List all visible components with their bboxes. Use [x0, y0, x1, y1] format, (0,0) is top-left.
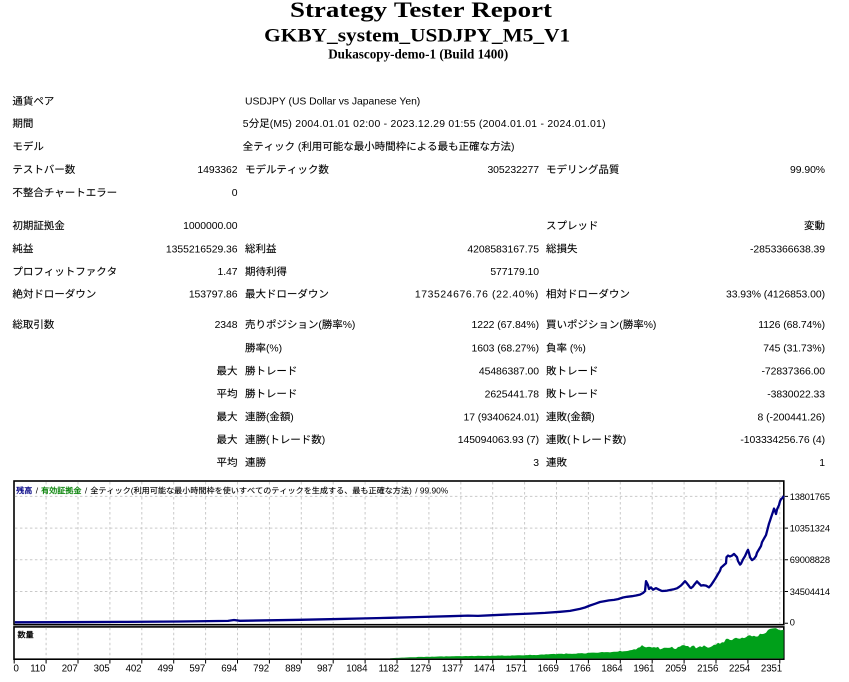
svg-text:110: 110 — [30, 664, 46, 675]
svg-text:33.93% (4126853.00): 33.93% (4126853.00) — [726, 290, 825, 301]
svg-text:(: ( — [619, 320, 623, 331]
svg-text:1864: 1864 — [601, 664, 623, 675]
svg-text:13801765: 13801765 — [790, 492, 830, 502]
svg-text:2351: 2351 — [761, 664, 782, 675]
svg-text:GKBY_system_USDJPY_M5_V1: GKBY_system_USDJPY_M5_V1 — [264, 25, 570, 46]
svg-text:1474: 1474 — [474, 664, 496, 675]
svg-text:792: 792 — [253, 664, 269, 675]
svg-text:(: ( — [318, 320, 322, 331]
svg-text:1182: 1182 — [378, 664, 398, 675]
svg-text:-72837366.00: -72837366.00 — [761, 367, 825, 378]
svg-text:1493362: 1493362 — [197, 165, 237, 176]
svg-text:173524676.76 (22.40%): 173524676.76 (22.40%) — [415, 290, 539, 301]
svg-text:499: 499 — [157, 664, 173, 675]
svg-text:(: ( — [131, 485, 134, 495]
svg-text:1084: 1084 — [346, 664, 368, 675]
svg-text:(M5) 2004.01.01 02:00 - 2023.1: (M5) 2004.01.01 02:00 - 2023.12.29 01:55… — [270, 119, 606, 130]
svg-text:): ) — [409, 485, 412, 495]
svg-text:(: ( — [567, 412, 571, 423]
svg-text:2059: 2059 — [665, 664, 686, 675]
svg-text:69008828: 69008828 — [790, 555, 830, 565]
svg-text:(%): (%) — [567, 344, 586, 355]
svg-text:1571: 1571 — [506, 664, 527, 675]
svg-text:2625441.78: 2625441.78 — [485, 389, 540, 400]
svg-text:987: 987 — [317, 664, 333, 675]
svg-text:): ) — [623, 435, 626, 446]
svg-text:-2853366638.39: -2853366638.39 — [750, 244, 825, 255]
svg-text:305232277: 305232277 — [487, 165, 539, 176]
svg-text:153797.86: 153797.86 — [189, 290, 238, 301]
svg-text:%): %) — [343, 320, 356, 331]
svg-text:1766: 1766 — [570, 664, 591, 675]
svg-text:%): %) — [644, 320, 657, 331]
svg-text:(: ( — [266, 412, 270, 423]
svg-text:1377: 1377 — [442, 664, 463, 675]
svg-text:(%): (%) — [266, 344, 282, 355]
svg-text:402: 402 — [126, 664, 142, 675]
svg-text:(: ( — [266, 435, 270, 446]
svg-text:10351324: 10351324 — [790, 524, 830, 534]
svg-text:1222 (67.84%): 1222 (67.84%) — [471, 320, 539, 331]
svg-text:45486387.00: 45486387.00 — [479, 367, 539, 378]
svg-text:): ) — [511, 142, 514, 153]
svg-text:/ 99.90%: / 99.90% — [415, 485, 449, 495]
svg-text:1355216529.36: 1355216529.36 — [166, 244, 238, 255]
svg-text:1279: 1279 — [410, 664, 431, 675]
svg-text:745 (31.73%): 745 (31.73%) — [763, 344, 825, 355]
svg-text:): ) — [322, 435, 325, 446]
svg-text:0: 0 — [790, 618, 795, 628]
svg-text:): ) — [591, 412, 594, 423]
svg-text:0: 0 — [232, 188, 238, 199]
svg-text:1603 (68.27%): 1603 (68.27%) — [471, 344, 539, 355]
svg-text:889: 889 — [285, 664, 301, 675]
svg-text:4208583167.75: 4208583167.75 — [467, 244, 539, 255]
svg-text:8 (-200441.26): 8 (-200441.26) — [758, 412, 825, 423]
svg-text:5: 5 — [243, 119, 249, 130]
svg-text:Dukascopy-demo-1 (Build 1400): Dukascopy-demo-1 (Build 1400) — [328, 46, 508, 61]
svg-text:1961: 1961 — [633, 664, 654, 675]
svg-text:2156: 2156 — [697, 664, 718, 675]
svg-text:USDJPY (US Dollar vs Japanese: USDJPY (US Dollar vs Japanese Yen) — [245, 97, 420, 108]
svg-text:-103334256.76 (4): -103334256.76 (4) — [740, 435, 825, 446]
svg-text:(: ( — [567, 435, 571, 446]
svg-text:Strategy Tester Report: Strategy Tester Report — [290, 0, 553, 22]
svg-text:1669: 1669 — [538, 664, 559, 675]
svg-text:305: 305 — [94, 664, 110, 675]
svg-text:17 (9340624.01): 17 (9340624.01) — [463, 412, 539, 423]
svg-text:(: ( — [295, 142, 302, 153]
svg-text:-3830022.33: -3830022.33 — [767, 389, 825, 400]
svg-text:99.90%: 99.90% — [790, 165, 825, 176]
svg-text:207: 207 — [62, 664, 78, 675]
svg-text:1: 1 — [819, 458, 825, 469]
svg-text:145094063.93 (7): 145094063.93 (7) — [458, 435, 539, 446]
svg-text:/: / — [36, 485, 39, 495]
svg-text:1.47: 1.47 — [217, 267, 237, 278]
svg-text:/: / — [85, 485, 88, 495]
svg-text:): ) — [290, 412, 293, 423]
svg-text:3: 3 — [533, 458, 539, 469]
svg-text:0: 0 — [14, 664, 20, 675]
svg-text:2254: 2254 — [729, 664, 751, 675]
svg-text:1000000.00: 1000000.00 — [183, 221, 238, 232]
svg-text:1126 (68.74%): 1126 (68.74%) — [758, 320, 825, 331]
svg-text:577179.10: 577179.10 — [490, 267, 539, 278]
svg-text:597: 597 — [189, 664, 205, 675]
svg-text:2348: 2348 — [215, 320, 238, 331]
svg-text:34504414: 34504414 — [790, 587, 830, 597]
svg-text:694: 694 — [221, 664, 238, 675]
